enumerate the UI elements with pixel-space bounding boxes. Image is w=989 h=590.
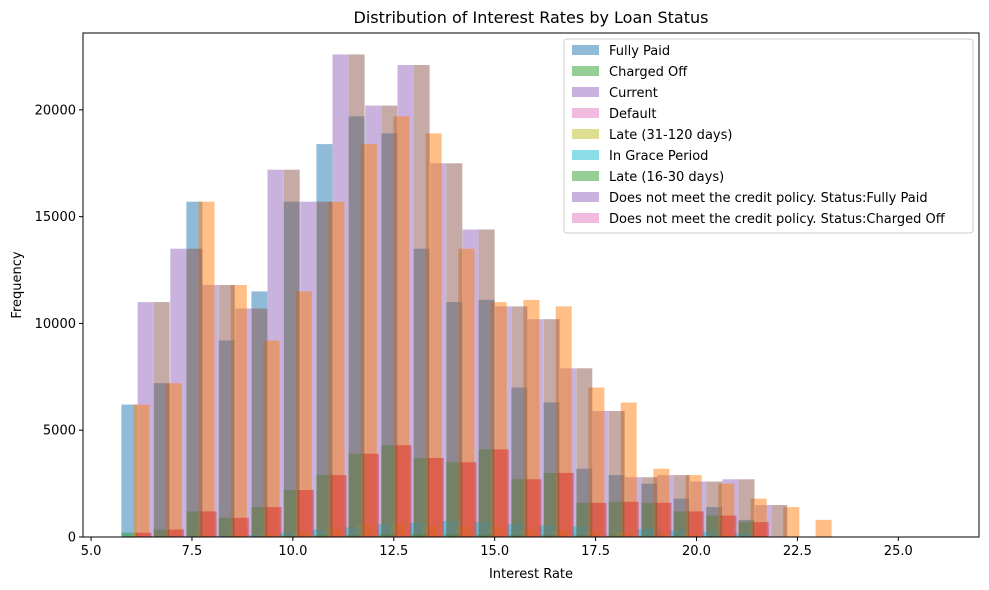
- overlay-2-bar: [446, 163, 463, 538]
- overlay-2-bar: [413, 65, 430, 537]
- overlay-2-bar: [218, 285, 235, 537]
- overlay-0-bar: [165, 383, 182, 537]
- overlay-1-bar: [427, 458, 444, 537]
- overlay-0-bar: [328, 201, 345, 537]
- series-1-bar: [121, 532, 138, 537]
- overlay-0-bar: [815, 519, 832, 537]
- y-axis-label: Frequency: [10, 251, 25, 318]
- overlay-1-bar: [330, 475, 347, 537]
- overlay-0-bar: [425, 133, 442, 537]
- legend-label: Late (16-30 days): [609, 170, 724, 185]
- overlay-0-bar: [230, 285, 247, 537]
- legend-swatch: [572, 129, 599, 139]
- legend: Fully Paid Charged Off Current Default Late …: [563, 38, 974, 234]
- overlay-1-bar: [167, 529, 184, 537]
- legend-label: Current: [609, 86, 658, 101]
- legend-swatch: [572, 87, 599, 97]
- overlay-2-bar: [673, 475, 690, 537]
- overlay-1-bar: [590, 502, 607, 537]
- overlay-1-bar: [687, 511, 704, 537]
- overlay-1-bar: [200, 511, 217, 537]
- overlay-2-bar: [153, 302, 170, 537]
- overlay-2-bar: [543, 319, 560, 537]
- overlay-1-bar: [232, 517, 249, 537]
- overlay-1-bar: [362, 453, 379, 537]
- legend-label: Default: [609, 107, 657, 122]
- x-tick-label: 10.0: [278, 544, 307, 559]
- overlay-2-bar: [771, 505, 788, 537]
- x-tick-label: 7.5: [182, 544, 203, 559]
- legend-label: Fully Paid: [609, 44, 670, 59]
- y-tick-label: 15000: [35, 210, 76, 225]
- x-axis: 5.0 7.5 10.0 12.5 15.0 17.5 20.0 22.5 25.0: [81, 537, 913, 559]
- chart-title: Distribution of Interest Rates by Loan S…: [354, 8, 709, 27]
- overlay-0-bar: [295, 291, 312, 537]
- legend-label: Does not meet the credit policy. Status:…: [609, 212, 946, 227]
- overlay-1-bar: [655, 502, 672, 537]
- overlay-2-bar: [251, 308, 268, 537]
- legend-label: Charged Off: [609, 65, 688, 80]
- overlay-2-bar: [608, 411, 625, 537]
- overlay-0-bar: [588, 387, 605, 537]
- overlay-1-bar: [265, 507, 282, 537]
- overlay-2-bar: [706, 481, 723, 537]
- overlay-0-bar: [263, 340, 280, 537]
- overlay-0-bar: [198, 201, 215, 537]
- overlay-1-bar: [557, 472, 574, 537]
- x-tick-label: 15.0: [480, 544, 509, 559]
- overlay-2-bar: [576, 368, 593, 537]
- overlay-2-bar: [316, 201, 333, 537]
- overlay-2-bar: [348, 54, 365, 538]
- overlay-2-bar: [511, 306, 528, 537]
- legend-swatch: [572, 171, 599, 181]
- overlay-0-bar: [360, 144, 377, 537]
- overlay-0-bar: [783, 507, 800, 537]
- overlay-1-bar: [492, 449, 509, 537]
- x-tick-label: 22.5: [783, 544, 812, 559]
- x-tick-label: 20.0: [682, 544, 711, 559]
- legend-swatch: [572, 45, 599, 55]
- overlay-1-bar: [395, 445, 412, 537]
- overlay-1-bar: [622, 501, 639, 537]
- legend-swatch: [572, 192, 599, 202]
- overlay-1-bar: [525, 479, 542, 537]
- overlay-2-bar: [381, 105, 398, 537]
- overlay-2-bar: [186, 248, 203, 537]
- y-axis: 0 5000 10000 15000 20000: [35, 103, 83, 546]
- overlay-0-bar: [523, 299, 540, 537]
- overlay-2-bar: [478, 229, 495, 537]
- y-tick-label: 10000: [35, 317, 76, 332]
- overlay-0-bar: [393, 116, 410, 538]
- y-tick-label: 5000: [43, 424, 76, 439]
- overlay-2-bar: [283, 169, 300, 537]
- overlay-2-bar: [641, 477, 658, 537]
- legend-swatch: [572, 66, 599, 76]
- plot-area: [117, 54, 832, 538]
- x-tick-label: 17.5: [581, 544, 610, 559]
- overlay-2-bar: [738, 479, 755, 537]
- overlay-1-bar: [297, 490, 314, 537]
- overlay-1-bar: [135, 532, 152, 537]
- overlay-0-bar: [133, 404, 150, 537]
- legend-box: [563, 38, 974, 234]
- y-tick-label: 0: [68, 531, 76, 546]
- legend-label: Does not meet the credit policy. Status:…: [609, 191, 928, 206]
- x-tick-label: 5.0: [81, 544, 102, 559]
- overlay-1-bar: [460, 462, 477, 537]
- overlay-1-bar: [720, 515, 737, 537]
- x-tick-label: 25.0: [884, 544, 913, 559]
- legend-label: In Grace Period: [609, 149, 708, 164]
- x-axis-label: Interest Rate: [489, 567, 573, 582]
- series-0-bar: [121, 404, 138, 537]
- legend-swatch: [572, 150, 599, 160]
- legend-swatch: [572, 108, 599, 118]
- legend-swatch: [572, 213, 599, 223]
- legend-label: Late (31-120 days): [609, 128, 732, 143]
- overlay-1-bar: [752, 522, 769, 537]
- plot-frame: [82, 32, 980, 538]
- x-tick-label: 12.5: [379, 544, 408, 559]
- y-tick-label: 20000: [35, 103, 76, 118]
